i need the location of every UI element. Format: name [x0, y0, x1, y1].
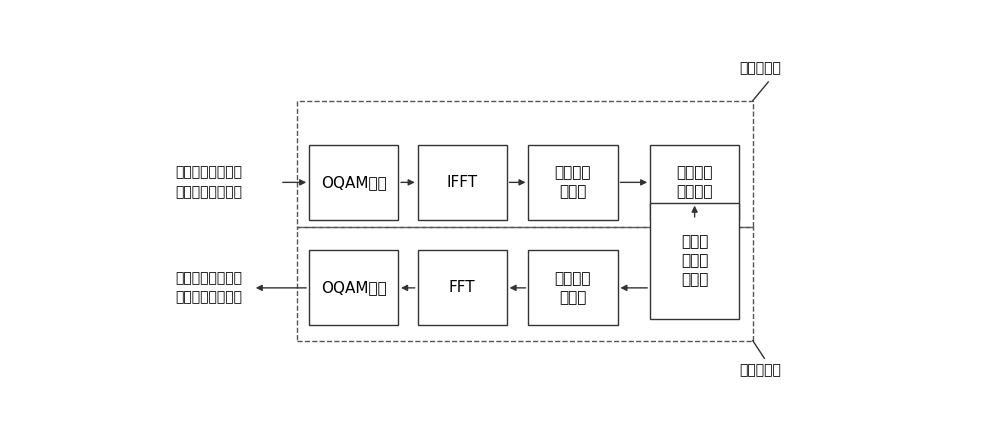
Bar [528, 145, 618, 220]
Text: 每个恢复信号的实
部和虚部交替输出: 每个恢复信号的实 部和虚部交替输出 [175, 271, 242, 305]
Text: IFFT: IFFT [447, 175, 478, 190]
Bar [309, 145, 398, 220]
Text: 原型滤波
器滤波: 原型滤波 器滤波 [555, 166, 591, 199]
Bar [650, 203, 739, 319]
Text: OQAM解调: OQAM解调 [321, 280, 386, 295]
Bar [650, 145, 739, 220]
Text: 同步获
取待处
理信号: 同步获 取待处 理信号 [681, 235, 708, 287]
Text: OQAM调制: OQAM调制 [321, 175, 386, 190]
Bar [309, 251, 398, 325]
Text: 数据发送端: 数据发送端 [740, 61, 781, 76]
Text: 数据接收端: 数据接收端 [740, 363, 781, 377]
Text: 原型滤波
器滤波: 原型滤波 器滤波 [555, 271, 591, 305]
Bar [297, 227, 753, 341]
Bar [418, 145, 507, 220]
Text: 每个原始信号的实
部和虚部交替输入: 每个原始信号的实 部和虚部交替输入 [175, 166, 242, 199]
Bar [297, 101, 753, 227]
Text: 叠加输出
基带信号: 叠加输出 基带信号 [676, 166, 713, 199]
Text: FFT: FFT [449, 280, 475, 295]
Bar [528, 251, 618, 325]
Bar [418, 251, 507, 325]
